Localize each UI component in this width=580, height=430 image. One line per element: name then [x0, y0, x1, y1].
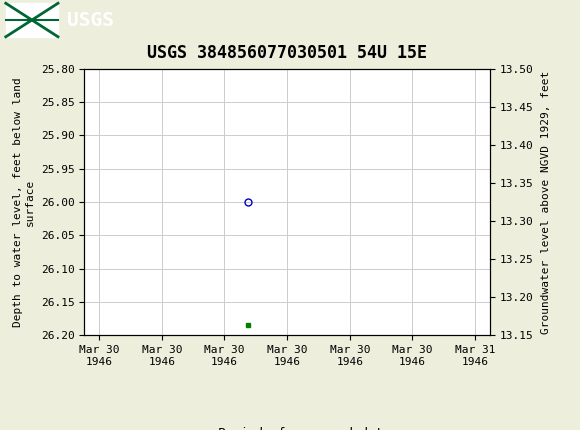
Legend: Period of approved data: Period of approved data [179, 422, 396, 430]
Title: USGS 384856077030501 54U 15E: USGS 384856077030501 54U 15E [147, 44, 427, 61]
FancyBboxPatch shape [6, 3, 58, 37]
Y-axis label: Groundwater level above NGVD 1929, feet: Groundwater level above NGVD 1929, feet [541, 71, 550, 334]
Text: USGS: USGS [67, 11, 114, 30]
Y-axis label: Depth to water level, feet below land
surface: Depth to water level, feet below land su… [13, 77, 35, 327]
